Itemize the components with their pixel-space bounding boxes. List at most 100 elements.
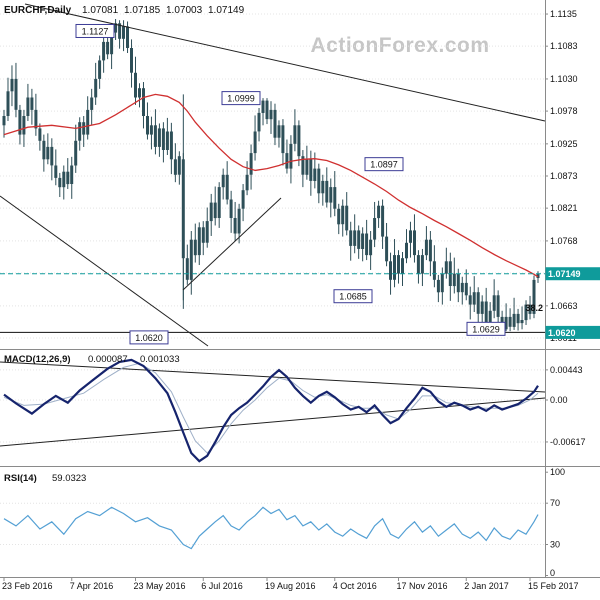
date-label: 7 Apr 2016 [70,581,114,591]
candle-body [10,78,14,92]
date-label: 15 Feb 2017 [528,581,579,591]
price-callout-box [221,91,261,106]
date-label: 6 Jul 2016 [201,581,243,591]
candle-body [157,128,161,147]
candle-body [173,159,177,175]
macd-indicator-label: MACD(12,26,9) [4,354,71,365]
candle-body [361,233,365,249]
candle-body [293,125,297,144]
candle-body [46,146,50,160]
rsi-indicator-label: RSI(14) [4,473,37,484]
candle-body [98,60,102,79]
ohlc-open: 1.07081 [82,5,119,16]
candle-body [385,236,389,262]
candle-body [82,122,86,135]
candle-body [42,140,46,160]
candle-body [464,282,468,296]
candle-body [401,258,404,274]
candle-body [229,199,233,218]
candle-body [58,177,62,188]
price-tag-label: 1.0620 [548,328,576,338]
candle-body [337,208,341,225]
candle-body [317,168,321,194]
price-axis-label: 1.1030 [550,74,578,84]
candle-body [225,174,229,200]
candle-body [169,131,173,160]
candle-body [269,109,273,120]
price-callout-box [75,23,115,38]
candle-body [126,26,129,48]
candle-body [476,292,480,314]
price-axis-label: 1.0821 [550,203,578,213]
macd-value-2: 0.001033 [140,354,180,365]
candle-body [102,41,106,61]
candle-body [480,301,484,314]
candle-body [424,239,428,256]
candle-body [18,109,22,135]
price-callout-box [466,321,506,336]
trendline [24,3,546,122]
candle-body [30,97,34,110]
candle-body [373,218,377,240]
candle-body [241,190,245,209]
price-axis-label: 1.0663 [550,301,578,311]
ohlc-high: 1.07185 [124,5,161,16]
macd-main-line [3,358,539,463]
candle-body [528,304,532,314]
rsi-line [3,506,539,550]
candle-body [313,168,317,181]
candle-body [237,208,241,234]
candle-body [181,159,185,259]
price-axis-label: 1.0768 [550,236,578,246]
price-axis[interactable]: 1.1135 1.1083 1.1030 1.0978 1.0925 1.0873 1.08… [2,9,600,591]
candle-body [353,230,357,246]
candle-body [78,122,82,141]
candle-body [90,97,94,110]
price-callout-label: 1.1127 [82,26,109,36]
price-panel[interactable] [0,18,545,333]
candle-body [472,292,476,305]
candle-body [309,159,313,181]
candle-body [233,218,237,234]
price-axis-label: 1.0873 [550,171,578,181]
candle-body [397,255,400,274]
candle-body [357,230,361,249]
macd-axis-label: -0.00617 [550,437,586,447]
candle-body [189,239,193,280]
candle-body [301,156,305,175]
candle-body [22,116,26,135]
date-label: 19 Aug 2016 [265,581,316,591]
symbol-title: EURCHF,Daily [4,5,72,16]
candle-body [257,112,261,132]
price-tag [545,267,600,281]
candle-body [281,125,285,154]
candle-body [74,140,78,166]
price-tag-label: 1.07149 [548,269,581,279]
candle-body [405,242,408,259]
candle-body [333,187,337,209]
candle-body [62,171,66,188]
candle-body [508,316,512,327]
candle-body [138,88,141,98]
trendline [0,195,209,347]
candle-body [329,187,333,203]
candle-body [492,295,496,311]
price-callout-label: 1.0685 [339,292,367,302]
candle-body [261,100,265,113]
candle-body [428,239,432,262]
candle-body [413,230,416,256]
rsi-axis-label: 70 [550,498,560,508]
candle-body [516,313,520,324]
candle-body [161,128,165,150]
candle-body [365,233,369,256]
candle-body [420,255,424,274]
candle-body [110,32,114,55]
macd-panel [0,358,545,463]
rsi-axis-label: 100 [550,467,565,477]
candle-body [14,78,18,110]
ohlc-close: 1.07149 [208,5,245,16]
candle-body [38,128,42,141]
candle-body [321,180,325,194]
